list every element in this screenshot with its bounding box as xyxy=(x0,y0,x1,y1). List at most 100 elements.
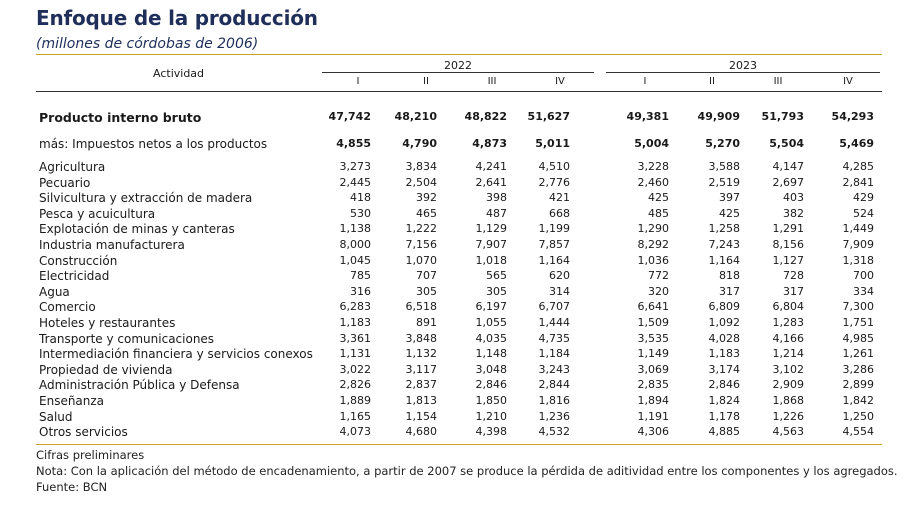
year-underline-2022 xyxy=(322,72,594,73)
cell-value: 1,149 xyxy=(637,347,670,361)
cell-value: 6,707 xyxy=(538,300,571,314)
cell-value: 4,680 xyxy=(405,425,438,439)
table-row: Construcción 1,045 1,070 1,018 1,164 1,036 1,1… xyxy=(0,254,920,270)
table-row: Agricultura 3,273 3,834 4,241 4,510 3,228 3,58… xyxy=(0,160,920,176)
cell-value: 2,835 xyxy=(637,378,670,392)
table-row: Intermediación financiera y servicios co… xyxy=(0,347,920,363)
row-label: más: Impuestos netos a los productos xyxy=(39,137,268,151)
cell-value: 421 xyxy=(549,191,570,205)
cell-value: 668 xyxy=(549,206,570,220)
cell-value: 4,855 xyxy=(336,137,371,150)
cell-value: 1,290 xyxy=(637,222,670,236)
row-label: Hoteles y restaurantes xyxy=(39,316,176,330)
cell-value: 316 xyxy=(350,284,371,298)
cell-value: 1,283 xyxy=(772,316,805,329)
cell-value: 8,156 xyxy=(772,238,805,251)
page-title: Enfoque de la producción xyxy=(36,6,318,30)
cell-value: 4,166 xyxy=(772,331,805,345)
quarter-header: III xyxy=(773,76,783,87)
cell-value: 4,985 xyxy=(842,331,875,345)
cell-value: 3,069 xyxy=(637,362,670,376)
cell-value: 6,641 xyxy=(637,300,670,314)
row-label: Explotación de minas y canteras xyxy=(39,222,235,237)
cell-value: 1,444 xyxy=(538,316,571,329)
cell-value: 1,850 xyxy=(475,394,508,407)
row-label: Construcción xyxy=(39,253,118,268)
cell-value: 2,519 xyxy=(708,175,741,189)
cell-value: 1,129 xyxy=(475,222,508,236)
cell-value: 305 xyxy=(486,284,507,298)
cell-value: 1,018 xyxy=(475,253,508,267)
cell-value: 1,199 xyxy=(538,222,571,236)
quarter-header: III xyxy=(487,76,497,87)
cell-value: 772 xyxy=(648,269,669,283)
cell-value: 5,004 xyxy=(634,137,669,150)
cell-value: 6,804 xyxy=(772,300,805,314)
row-label: Pesca y acuicultura xyxy=(39,206,156,221)
column-header-year-2023: 2023 xyxy=(729,59,757,72)
cell-value: 1,449 xyxy=(842,222,875,236)
year-underline-2023 xyxy=(606,72,880,73)
cell-value: 2,846 xyxy=(475,378,508,392)
cell-value: 4,073 xyxy=(339,425,372,439)
cell-value: 3,361 xyxy=(339,331,372,345)
table-row: Industria manufacturera 8,000 7,156 7,907 7,… xyxy=(0,238,920,254)
row-label: Agricultura xyxy=(39,160,106,174)
table-row: más: Impuestos netos a los productos 4,85… xyxy=(0,137,920,153)
cell-value: 1,816 xyxy=(538,394,571,407)
cell-value: 7,243 xyxy=(708,238,741,251)
row-label: Transporte y comunicaciones xyxy=(39,331,215,346)
cell-value: 334 xyxy=(853,284,874,298)
cell-value: 2,899 xyxy=(842,378,875,392)
cell-value: 6,518 xyxy=(405,300,438,314)
row-label: Industria manufacturera xyxy=(39,238,185,252)
footnote-note: Nota: Con la aplicación del método de en… xyxy=(36,464,898,478)
cell-value: 305 xyxy=(416,284,437,298)
cell-value: 465 xyxy=(416,206,437,220)
cell-value: 4,885 xyxy=(708,425,741,439)
table-row: Explotación de minas y canteras 1,138 1,22… xyxy=(0,222,920,238)
quarter-header: I xyxy=(643,76,647,87)
cell-value: 48,210 xyxy=(394,110,437,123)
cell-value: 1,164 xyxy=(708,253,741,267)
cell-value: 1,214 xyxy=(772,347,805,361)
cell-value: 418 xyxy=(350,191,371,205)
cell-value: 1,291 xyxy=(772,222,805,236)
row-label: Producto interno bruto xyxy=(39,110,202,125)
cell-value: 1,261 xyxy=(842,347,875,361)
cell-value: 1,824 xyxy=(708,394,741,407)
cell-value: 1,894 xyxy=(637,394,670,407)
cell-value: 7,907 xyxy=(475,238,508,251)
cell-value: 1,154 xyxy=(405,409,438,423)
cell-value: 785 xyxy=(350,269,371,283)
table-row: Administración Pública y Defensa 2,826 2,8… xyxy=(0,378,920,394)
cell-value: 620 xyxy=(549,269,570,283)
cell-value: 5,469 xyxy=(839,137,874,150)
table-row: Producto interno bruto 47,742 48,210 48,822… xyxy=(0,110,920,126)
quarter-header: I xyxy=(356,76,360,87)
cell-value: 2,826 xyxy=(339,378,372,392)
cell-value: 314 xyxy=(549,284,570,298)
cell-value: 4,398 xyxy=(475,425,508,439)
cell-value: 1,210 xyxy=(475,409,508,423)
cell-value: 1,055 xyxy=(475,316,508,329)
cell-value: 1,184 xyxy=(538,347,571,361)
cell-value: 4,510 xyxy=(538,160,571,173)
row-label: Propiedad de vivienda xyxy=(39,362,173,377)
cell-value: 425 xyxy=(648,191,669,205)
cell-value: 1,132 xyxy=(405,347,438,361)
table-row: Comercio 6,283 6,518 6,197 6,707 6,641 6,809 6,… xyxy=(0,300,920,316)
row-label: Administración Pública y Defensa xyxy=(39,378,240,393)
cell-value: 317 xyxy=(719,284,740,298)
row-label: Agua xyxy=(39,284,70,299)
cell-value: 4,035 xyxy=(475,331,508,345)
cell-value: 1,127 xyxy=(772,253,805,267)
cell-value: 8,292 xyxy=(637,238,670,251)
cell-value: 382 xyxy=(783,206,804,220)
cell-value: 7,300 xyxy=(842,300,875,314)
cell-value: 51,627 xyxy=(527,110,570,123)
cell-value: 7,857 xyxy=(538,238,571,251)
cell-value: 487 xyxy=(486,206,507,220)
row-label: Enseñanza xyxy=(39,394,105,408)
cell-value: 392 xyxy=(416,191,437,205)
